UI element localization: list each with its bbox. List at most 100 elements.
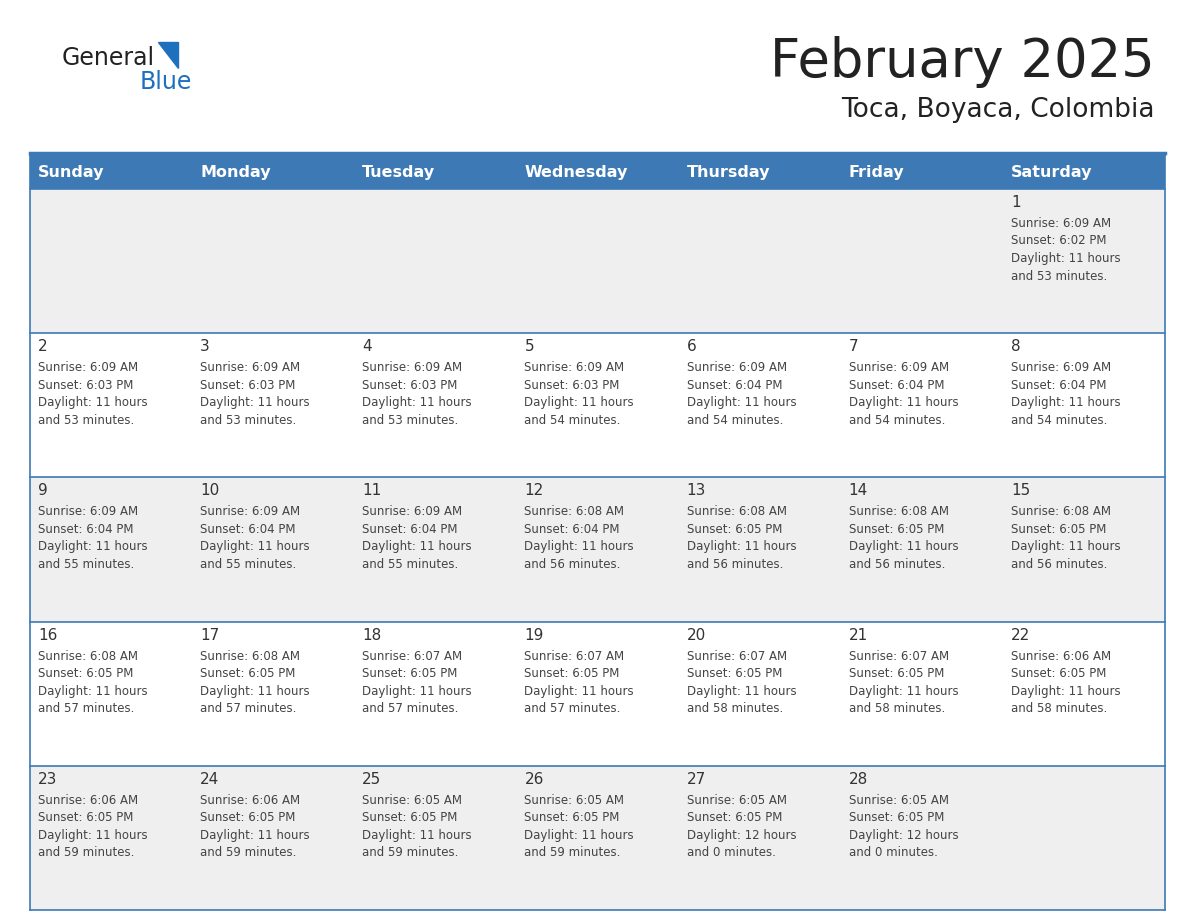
Text: Sunrise: 6:08 AM: Sunrise: 6:08 AM (687, 506, 786, 519)
Text: Sunset: 6:03 PM: Sunset: 6:03 PM (524, 379, 620, 392)
Text: 2: 2 (38, 339, 48, 354)
Bar (1003, 333, 1165, 477)
Bar (517, 333, 678, 477)
Text: Sunrise: 6:09 AM: Sunrise: 6:09 AM (38, 361, 138, 375)
Text: Sunday: Sunday (38, 164, 105, 180)
Text: February 2025: February 2025 (770, 36, 1155, 88)
Text: and 56 minutes.: and 56 minutes. (524, 558, 621, 571)
Text: Daylight: 11 hours: Daylight: 11 hours (848, 541, 959, 554)
Text: 9: 9 (38, 484, 48, 498)
Bar (30, 333, 192, 477)
Text: Friday: Friday (848, 164, 904, 180)
Text: Sunset: 6:05 PM: Sunset: 6:05 PM (687, 812, 782, 824)
Bar (354, 189, 517, 333)
Text: Sunrise: 6:08 AM: Sunrise: 6:08 AM (848, 506, 949, 519)
Text: Daylight: 11 hours: Daylight: 11 hours (200, 829, 310, 842)
Text: Sunrise: 6:08 AM: Sunrise: 6:08 AM (1011, 506, 1111, 519)
Text: Wednesday: Wednesday (524, 164, 627, 180)
Polygon shape (158, 42, 178, 68)
Text: and 58 minutes.: and 58 minutes. (687, 702, 783, 715)
Text: 13: 13 (687, 484, 706, 498)
Bar (192, 766, 354, 910)
Bar (517, 766, 678, 910)
Text: Daylight: 11 hours: Daylight: 11 hours (200, 397, 310, 409)
Text: and 53 minutes.: and 53 minutes. (1011, 270, 1107, 283)
Text: Daylight: 11 hours: Daylight: 11 hours (362, 397, 472, 409)
Bar (678, 766, 841, 910)
Text: Daylight: 11 hours: Daylight: 11 hours (1011, 685, 1120, 698)
Bar (678, 477, 841, 621)
Text: Sunrise: 6:09 AM: Sunrise: 6:09 AM (687, 361, 786, 375)
Text: Daylight: 11 hours: Daylight: 11 hours (38, 397, 147, 409)
Bar (192, 477, 354, 621)
Text: Daylight: 11 hours: Daylight: 11 hours (687, 541, 796, 554)
Text: Thursday: Thursday (687, 164, 770, 180)
Text: 17: 17 (200, 628, 220, 643)
Text: Blue: Blue (140, 70, 192, 94)
Text: Sunrise: 6:09 AM: Sunrise: 6:09 AM (362, 361, 462, 375)
Text: Sunset: 6:05 PM: Sunset: 6:05 PM (848, 667, 944, 680)
Text: and 58 minutes.: and 58 minutes. (848, 702, 944, 715)
Text: Sunrise: 6:07 AM: Sunrise: 6:07 AM (687, 650, 786, 663)
Text: Daylight: 11 hours: Daylight: 11 hours (362, 685, 472, 698)
Bar (30, 155, 1165, 189)
Text: 5: 5 (524, 339, 535, 354)
Bar (192, 189, 354, 333)
Text: Daylight: 12 hours: Daylight: 12 hours (687, 829, 796, 842)
Text: Sunset: 6:05 PM: Sunset: 6:05 PM (200, 812, 296, 824)
Text: Sunrise: 6:06 AM: Sunrise: 6:06 AM (1011, 650, 1111, 663)
Text: Daylight: 11 hours: Daylight: 11 hours (38, 541, 147, 554)
Text: 27: 27 (687, 772, 706, 787)
Text: Sunrise: 6:09 AM: Sunrise: 6:09 AM (200, 506, 301, 519)
Text: Sunset: 6:05 PM: Sunset: 6:05 PM (687, 523, 782, 536)
Text: 22: 22 (1011, 628, 1030, 643)
Text: Sunset: 6:05 PM: Sunset: 6:05 PM (362, 812, 457, 824)
Text: Sunset: 6:04 PM: Sunset: 6:04 PM (38, 523, 133, 536)
Text: Daylight: 11 hours: Daylight: 11 hours (362, 541, 472, 554)
Text: Sunset: 6:04 PM: Sunset: 6:04 PM (848, 379, 944, 392)
Bar (678, 189, 841, 333)
Text: and 57 minutes.: and 57 minutes. (200, 702, 297, 715)
Text: Sunset: 6:05 PM: Sunset: 6:05 PM (362, 667, 457, 680)
Text: Daylight: 11 hours: Daylight: 11 hours (1011, 397, 1120, 409)
Text: Sunset: 6:04 PM: Sunset: 6:04 PM (200, 523, 296, 536)
Text: 10: 10 (200, 484, 220, 498)
Bar (841, 766, 1003, 910)
Text: Toca, Boyaca, Colombia: Toca, Boyaca, Colombia (841, 97, 1155, 123)
Text: Sunset: 6:05 PM: Sunset: 6:05 PM (848, 523, 944, 536)
Text: Sunrise: 6:09 AM: Sunrise: 6:09 AM (362, 506, 462, 519)
Text: Sunrise: 6:05 AM: Sunrise: 6:05 AM (848, 794, 949, 807)
Bar (354, 621, 517, 766)
Text: and 56 minutes.: and 56 minutes. (687, 558, 783, 571)
Bar (30, 766, 192, 910)
Text: 7: 7 (848, 339, 859, 354)
Text: Daylight: 12 hours: Daylight: 12 hours (848, 829, 959, 842)
Bar (354, 333, 517, 477)
Text: and 57 minutes.: and 57 minutes. (362, 702, 459, 715)
Bar (30, 621, 192, 766)
Bar (1003, 621, 1165, 766)
Text: 15: 15 (1011, 484, 1030, 498)
Text: Sunrise: 6:05 AM: Sunrise: 6:05 AM (524, 794, 625, 807)
Text: Daylight: 11 hours: Daylight: 11 hours (1011, 541, 1120, 554)
Text: 3: 3 (200, 339, 210, 354)
Text: Monday: Monday (200, 164, 271, 180)
Text: Sunset: 6:05 PM: Sunset: 6:05 PM (1011, 523, 1106, 536)
Text: Sunrise: 6:09 AM: Sunrise: 6:09 AM (524, 361, 625, 375)
Text: and 59 minutes.: and 59 minutes. (524, 846, 621, 859)
Text: Daylight: 11 hours: Daylight: 11 hours (687, 685, 796, 698)
Text: 24: 24 (200, 772, 220, 787)
Text: Saturday: Saturday (1011, 164, 1092, 180)
Bar (30, 189, 192, 333)
Text: General: General (62, 46, 156, 70)
Text: Sunset: 6:03 PM: Sunset: 6:03 PM (362, 379, 457, 392)
Text: and 54 minutes.: and 54 minutes. (848, 414, 946, 427)
Text: Sunset: 6:03 PM: Sunset: 6:03 PM (200, 379, 296, 392)
Text: 4: 4 (362, 339, 372, 354)
Text: Daylight: 11 hours: Daylight: 11 hours (38, 829, 147, 842)
Text: Daylight: 11 hours: Daylight: 11 hours (687, 397, 796, 409)
Text: and 56 minutes.: and 56 minutes. (1011, 558, 1107, 571)
Text: 26: 26 (524, 772, 544, 787)
Text: 1: 1 (1011, 195, 1020, 210)
Text: 11: 11 (362, 484, 381, 498)
